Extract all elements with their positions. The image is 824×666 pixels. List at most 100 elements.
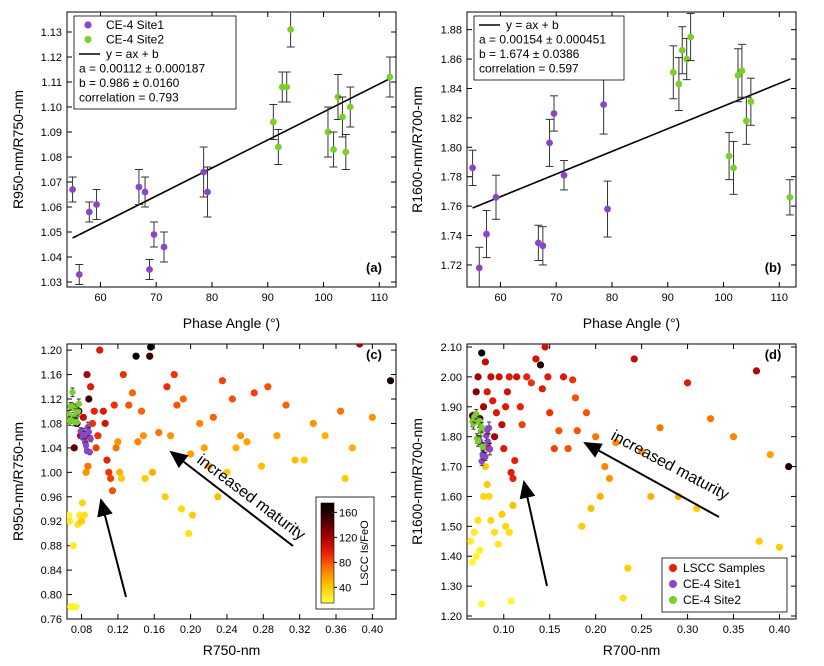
plot-frame xyxy=(466,343,797,620)
legend-label: y = ax + b xyxy=(106,47,159,61)
x-tick-label: 90 xyxy=(662,292,674,304)
lscc-sample-point xyxy=(92,444,100,452)
lscc-sample-point xyxy=(105,468,113,476)
y-tick-label: 1.03 xyxy=(41,277,62,289)
lscc-sample-point xyxy=(638,448,646,456)
plot-frame xyxy=(66,343,397,620)
lscc-sample-point xyxy=(573,427,581,435)
legend-box xyxy=(473,15,625,81)
lscc-sample-point xyxy=(555,427,563,435)
lscc-sample-point xyxy=(536,361,545,369)
lscc-sample-point xyxy=(291,456,299,464)
y-tick-label: 1.30 xyxy=(441,581,462,593)
y-tick-label: 1.13 xyxy=(41,27,62,39)
lscc-sample-point xyxy=(605,474,614,483)
lscc-sample-point xyxy=(582,409,591,417)
lscc-sample-point xyxy=(509,474,517,483)
lscc-sample-point xyxy=(110,401,118,409)
site2-point xyxy=(74,408,82,415)
site1-point xyxy=(81,431,88,439)
y-axis-label: R1600-nm/R700-nm xyxy=(409,418,425,545)
y-tick-label: 1.76 xyxy=(441,201,462,213)
legend-label: y = ax + b xyxy=(506,18,559,32)
legend-marker xyxy=(84,35,92,44)
lscc-sample-point xyxy=(513,373,521,381)
legend-marker xyxy=(84,21,92,29)
lscc-sample-point xyxy=(518,421,526,429)
lscc-sample-point xyxy=(155,429,163,437)
lscc-sample-point xyxy=(69,542,77,550)
lscc-sample-point xyxy=(546,409,554,417)
lscc-sample-point xyxy=(147,344,155,351)
site1-point xyxy=(135,183,143,191)
y-tick-label: 0.88 xyxy=(41,541,62,553)
site2-point xyxy=(342,148,350,156)
lscc-sample-point xyxy=(624,564,632,572)
lscc-sample-point xyxy=(489,397,497,405)
lscc-sample-point xyxy=(223,468,231,476)
lscc-sample-point xyxy=(132,352,140,360)
site2-point xyxy=(669,68,677,76)
lscc-sample-point xyxy=(282,401,290,409)
lscc-sample-point xyxy=(108,487,117,495)
lscc-sample-point xyxy=(107,474,115,483)
lscc-sample-point xyxy=(188,511,197,519)
x-tick-label: 110 xyxy=(370,292,388,304)
lscc-sample-point xyxy=(507,597,515,605)
chart-panel-1: 60 70 80 90 100 110 1.03 1.04 1.05 1.06 1.07 1.08 1.… xyxy=(10,11,397,331)
maturity-annotation: increased maturity xyxy=(194,452,309,544)
chart-panel-2: 60 70 80 90 100 110 1.72 1.74 1.76 1.78 1.80 1.82 1.… xyxy=(409,11,797,331)
lscc-sample-point xyxy=(163,383,171,391)
lscc-sample-point xyxy=(185,529,193,538)
chart-panel-4: 0.10 0.15 0.20 0.25 0.30 0.35 0.40 1.20 1.30 1.40… xyxy=(409,342,797,658)
colorbar-tick-label: 40 xyxy=(339,582,351,594)
colorbar-tick-label: 80 xyxy=(339,557,351,569)
lscc-sample-point xyxy=(755,537,763,545)
site1-point xyxy=(85,428,93,436)
legend-marker xyxy=(669,580,677,588)
site2-point xyxy=(472,411,480,418)
site2-point xyxy=(479,443,486,451)
lscc-sample-point xyxy=(495,373,503,381)
lscc-sample-point xyxy=(321,432,329,440)
lscc-sample-point xyxy=(511,456,519,465)
site2-point xyxy=(69,389,76,396)
lscc-sample-point xyxy=(200,444,208,452)
y-tick-label: 1.60 xyxy=(441,491,462,503)
site1-point xyxy=(75,271,83,278)
lscc-sample-point xyxy=(170,370,178,379)
y-tick-label: 1.07 xyxy=(41,177,62,189)
x-axis-label: R750-nm xyxy=(203,642,261,658)
lscc-sample-point xyxy=(72,603,80,611)
lscc-sample-point xyxy=(82,468,90,476)
legend-label: CE-4 Site1 xyxy=(683,577,741,591)
site1-point xyxy=(146,266,153,273)
panel-letter: (d) xyxy=(765,347,782,362)
lscc-sample-point xyxy=(85,395,93,403)
y-tick-label: 1.06 xyxy=(41,202,62,214)
site2-point xyxy=(339,113,346,121)
lscc-sample-point xyxy=(146,352,154,360)
x-tick-label: 0.08 xyxy=(71,624,92,636)
lscc-sample-point xyxy=(569,376,577,384)
fit-parameter: a = 0.00154 ± 0.000451 xyxy=(479,33,606,47)
lscc-sample-point xyxy=(87,383,95,391)
maturity-arrow xyxy=(519,480,548,587)
lscc-sample-point xyxy=(137,407,146,415)
x-tick-label: 0.12 xyxy=(107,624,128,636)
lscc-sample-point xyxy=(341,474,349,483)
y-tick-label: 1.12 xyxy=(41,52,62,64)
fit-parameter: correlation = 0.793 xyxy=(79,91,179,105)
plot-area xyxy=(68,12,394,285)
site1-point xyxy=(469,164,476,172)
site1-point xyxy=(485,424,493,432)
panel-letter: (b) xyxy=(765,260,782,275)
x-tick-label: 0.40 xyxy=(769,624,790,636)
lscc-sample-point xyxy=(84,462,92,470)
legend: LSCC Samples CE-4 Site1 CE-4 Site2 xyxy=(661,557,788,613)
lscc-sample-point xyxy=(356,344,364,348)
plot-area xyxy=(468,12,794,287)
site2-point xyxy=(334,93,342,101)
